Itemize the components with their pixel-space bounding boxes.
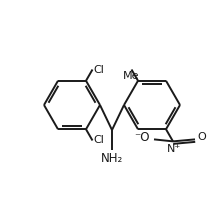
Text: Me: Me <box>123 72 140 81</box>
Text: N⁺: N⁺ <box>167 144 181 154</box>
Text: NH₂: NH₂ <box>101 152 123 165</box>
Text: ⁻O: ⁻O <box>134 131 150 144</box>
Text: Cl: Cl <box>94 65 104 76</box>
Text: O: O <box>197 132 206 142</box>
Text: Cl: Cl <box>94 135 104 144</box>
